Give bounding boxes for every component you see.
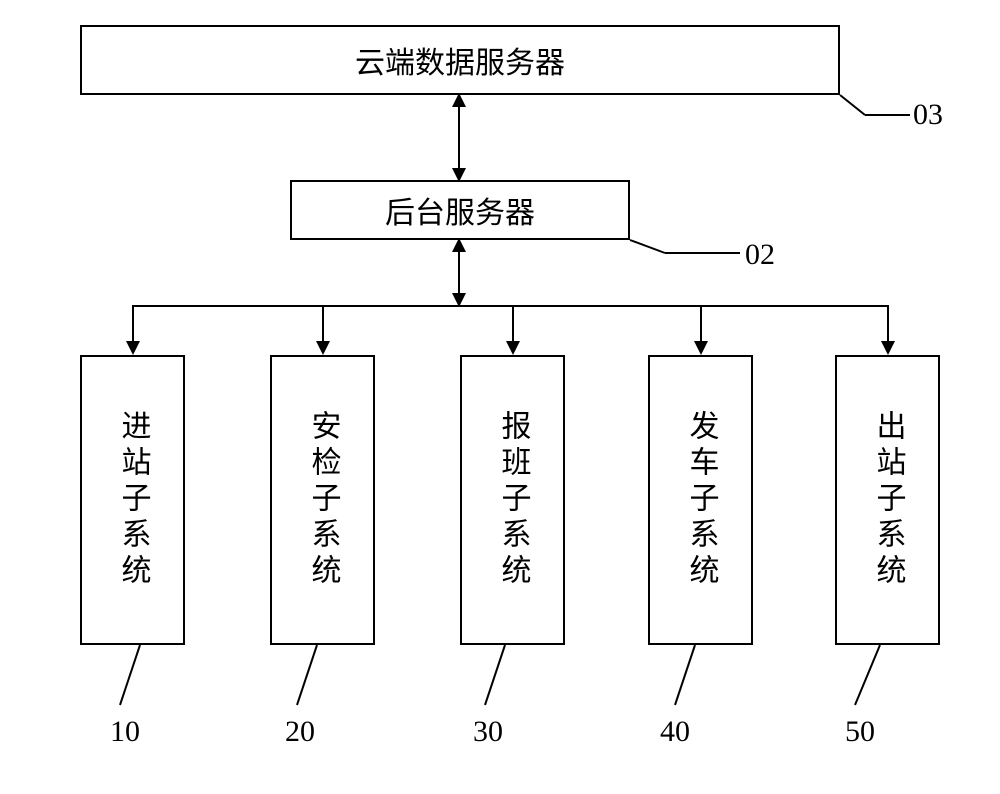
arrow-to-sub3 [512, 305, 514, 353]
subsystem-box-2: 安检子系统 [270, 355, 375, 645]
subsystem-ref-5: 50 [845, 715, 875, 749]
subsystem-label-2: 安检子系统 [301, 410, 345, 590]
subsystem-label-3: 报班子系统 [491, 410, 535, 590]
subsystem-box-3: 报班子系统 [460, 355, 565, 645]
arrow-cloud-backend [458, 95, 460, 180]
subsystem-ref-1: 10 [110, 715, 140, 749]
arrow-to-sub2 [322, 305, 324, 353]
backend-server-ref: 02 [745, 238, 775, 272]
subsystem-label-1: 进站子系统 [111, 410, 155, 590]
leader-line-10 [120, 645, 180, 725]
leader-line-02 [630, 218, 750, 258]
subsystem-label-5: 出站子系统 [866, 410, 910, 590]
arrow-to-sub1 [132, 305, 134, 353]
arrow-to-sub5 [887, 305, 889, 353]
arrow-backend-distribution [458, 240, 460, 305]
subsystem-label-4: 发车子系统 [679, 410, 723, 590]
subsystem-ref-4: 40 [660, 715, 690, 749]
subsystem-ref-2: 20 [285, 715, 315, 749]
cloud-server-label: 云端数据服务器 [355, 38, 565, 82]
leader-line-30 [465, 645, 525, 725]
subsystem-box-5: 出站子系统 [835, 355, 940, 645]
cloud-server-ref: 03 [913, 98, 943, 132]
leader-line-20 [292, 645, 352, 725]
leader-line-40 [655, 645, 715, 725]
subsystem-box-1: 进站子系统 [80, 355, 185, 645]
leader-line-50 [840, 645, 900, 725]
subsystem-ref-3: 30 [473, 715, 503, 749]
subsystem-box-4: 发车子系统 [648, 355, 753, 645]
arrow-to-sub4 [700, 305, 702, 353]
cloud-server-box: 云端数据服务器 [80, 25, 840, 95]
leader-line-03 [840, 60, 920, 120]
backend-server-box: 后台服务器 [290, 180, 630, 240]
distribution-line [132, 305, 888, 307]
backend-server-label: 后台服务器 [385, 188, 535, 232]
